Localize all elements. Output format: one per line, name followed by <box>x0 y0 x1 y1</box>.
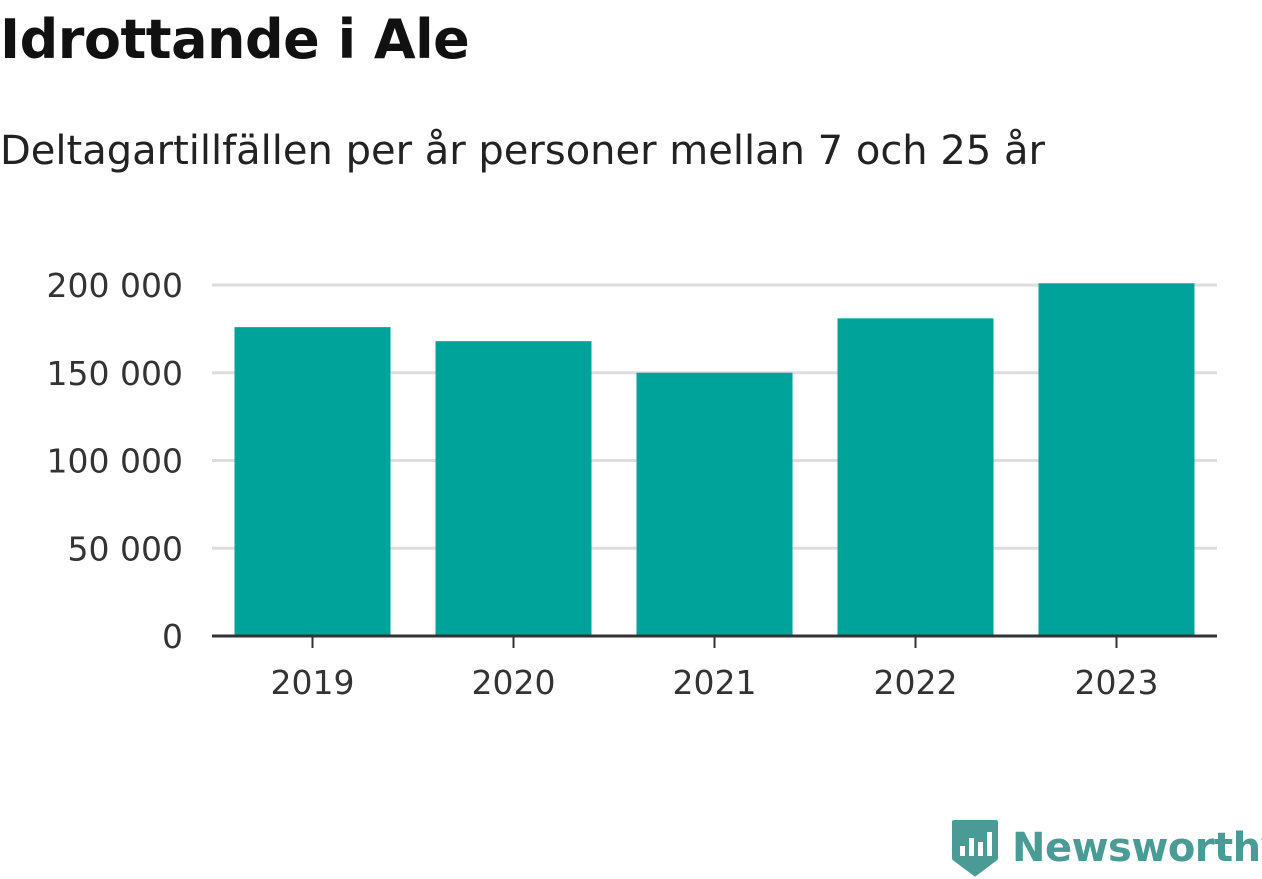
x-tick-label: 2021 <box>673 663 757 702</box>
bar-2021 <box>637 373 793 636</box>
x-tick-label: 2020 <box>472 663 556 702</box>
x-tick-label: 2019 <box>271 663 355 702</box>
y-tick-label: 200 000 <box>47 266 183 305</box>
y-tick-label: 100 000 <box>47 442 183 481</box>
bar-2022 <box>838 318 994 636</box>
y-tick-label: 50 000 <box>68 529 183 568</box>
bar-2020 <box>436 341 592 636</box>
newsworthy-bar-chart-icon <box>950 818 1000 878</box>
y-tick-label: 0 <box>162 617 183 656</box>
brand-name: Newsworthy <box>1012 825 1262 871</box>
bar-2019 <box>235 327 391 636</box>
x-tick-label: 2022 <box>874 663 958 702</box>
bar-2023 <box>1039 283 1195 636</box>
y-tick-label: 150 000 <box>47 354 183 393</box>
brand-logo: Newsworthy <box>950 818 1262 878</box>
x-tick-label: 2023 <box>1075 663 1159 702</box>
